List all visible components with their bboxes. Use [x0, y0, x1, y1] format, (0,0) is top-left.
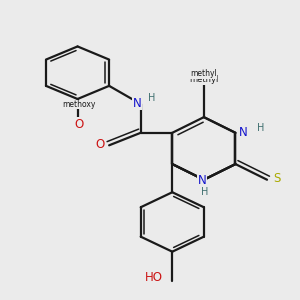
- Text: O: O: [95, 138, 104, 151]
- Text: N: N: [198, 174, 206, 187]
- Text: HO: HO: [145, 272, 163, 284]
- Text: H: H: [201, 187, 208, 197]
- Text: H: H: [257, 123, 264, 134]
- Text: N: N: [238, 126, 247, 139]
- Text: O: O: [75, 118, 84, 130]
- Text: methyl: methyl: [189, 75, 219, 84]
- Text: H: H: [148, 93, 155, 103]
- Text: S: S: [274, 172, 281, 185]
- Text: methoxy: methoxy: [63, 100, 96, 109]
- Text: methyl: methyl: [190, 69, 217, 78]
- Text: N: N: [133, 97, 141, 110]
